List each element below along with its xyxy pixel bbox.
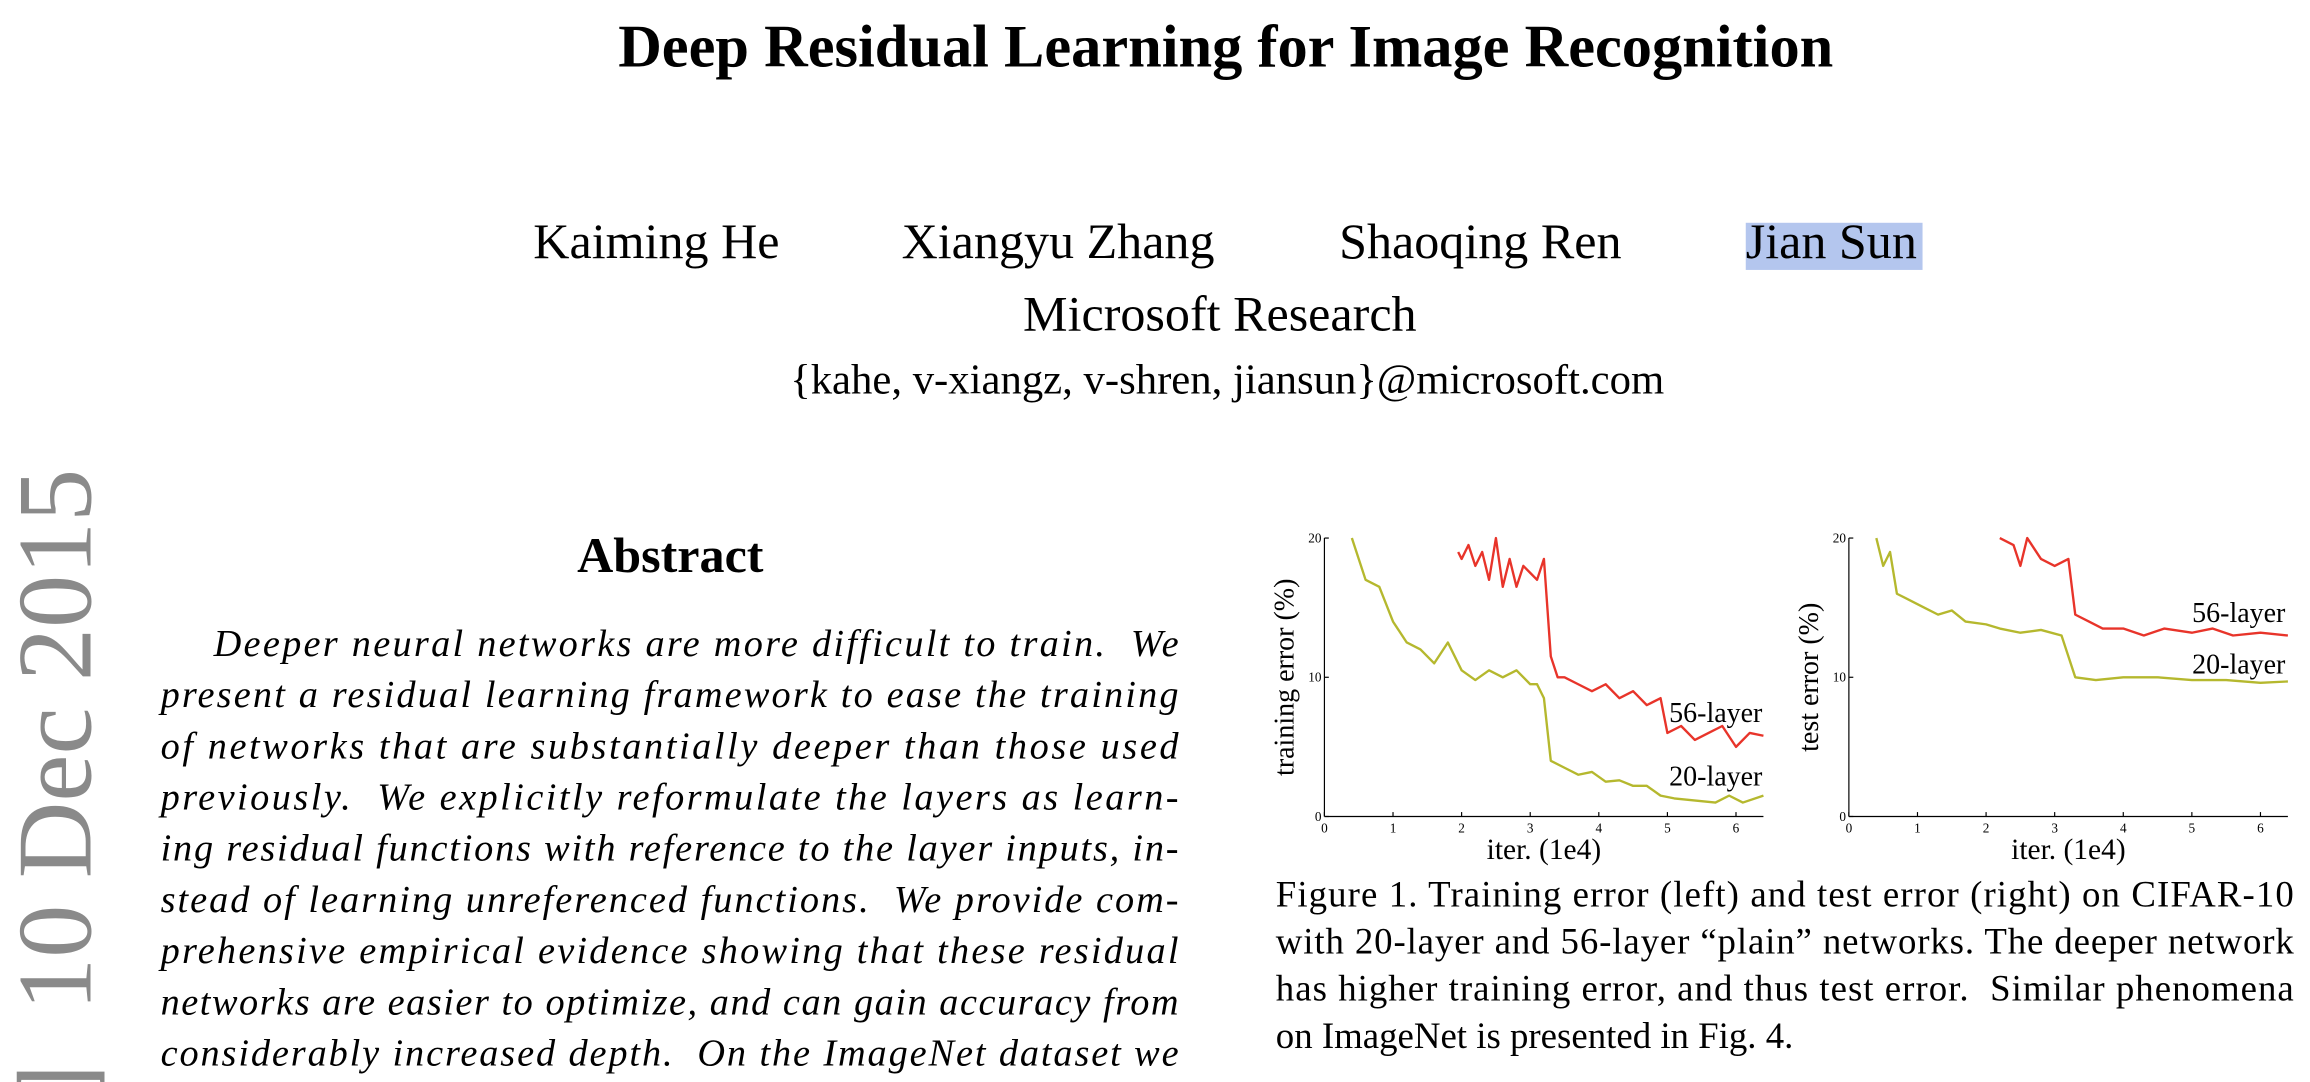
x-tick-label: 5: [2189, 821, 2196, 836]
email[interactable]: {kahe, v-xiangz, v-shren, jiansun}@micro…: [790, 357, 1664, 404]
y-axis-label: test error (%): [1794, 603, 1825, 752]
series-label: 20-layer: [2192, 650, 2286, 681]
abstract-line: present a residual learning framework to…: [158, 674, 1179, 716]
figure-caption: Figure 1. Training error (left) and test…: [1276, 873, 2295, 1055]
arxiv-stamp: [CV] 10 Dec 2015: [0, 469, 114, 1082]
x-tick-label: 0: [1321, 821, 1328, 836]
series-line: [1999, 536, 2289, 637]
abstract-line: ing residual functions with reference to…: [161, 828, 1179, 870]
y-tick-label: 0: [1315, 809, 1322, 824]
series-label: 56-layer: [1669, 698, 1763, 729]
series-line: [1350, 537, 1764, 804]
caption-line: with 20-layer and 56-layer “plain” netwo…: [1276, 920, 2295, 961]
affiliation: Microsoft Research: [1023, 285, 1417, 341]
caption-line: Figure 1. Training error (left) and test…: [1276, 873, 2294, 914]
x-tick-label: 0: [1846, 821, 1853, 836]
selection-highlight: [1745, 222, 1923, 270]
abstract-line: of networks that are substantially deepe…: [161, 725, 1180, 767]
abstract-line: networks are easier to optimize, and can…: [161, 981, 1179, 1023]
abstract-line: prehensive empirical evidence showing th…: [158, 930, 1179, 972]
y-tick-label: 20: [1833, 530, 1847, 545]
x-tick-label: 2: [1983, 821, 1990, 836]
series-label: 56-layer: [2192, 598, 2286, 629]
x-tick-label: 4: [2120, 821, 2127, 836]
y-tick-label: 10: [1308, 670, 1322, 685]
series-label: 20-layer: [1669, 762, 1763, 793]
x-tick-label: 4: [1595, 821, 1602, 836]
y-tick-label: 20: [1308, 530, 1322, 545]
x-tick-label: 3: [1527, 821, 1534, 836]
y-tick-label: 10: [1833, 670, 1847, 685]
y-axis-label: training error (%): [1269, 579, 1300, 776]
x-tick-label: 6: [1733, 821, 1740, 836]
x-tick-label: 5: [1664, 821, 1671, 836]
abstract-line: previously. We explicitly reformulate th…: [158, 776, 1179, 818]
x-tick-label: 6: [2257, 821, 2264, 836]
abstract-body: Deeper neural networks are more difficul…: [158, 623, 1180, 1075]
author[interactable]: Xiangyu Zhang: [902, 213, 1215, 269]
caption-line: has higher training error, and thus test…: [1276, 968, 2294, 1009]
abstract-line: stead of learning unreferenced functions…: [161, 879, 1179, 921]
x-tick-label: 2: [1458, 821, 1465, 836]
x-tick-label: 3: [2051, 821, 2058, 836]
series-line: [1875, 537, 2288, 685]
author[interactable]: Kaiming He: [533, 213, 779, 269]
x-tick-label: 1: [1914, 821, 1921, 836]
author[interactable]: Shaoqing Ren: [1339, 213, 1621, 269]
paper-title: Deep Residual Learning for Image Recogni…: [618, 14, 1833, 81]
caption-line: on ImageNet is presented in Fig. 4.: [1276, 1015, 1794, 1056]
x-tick-label: 1: [1390, 821, 1397, 836]
abstract-heading: Abstract: [577, 527, 764, 583]
abstract-line: Deeper neural networks are more difficul…: [213, 623, 1179, 665]
series-line: [1457, 536, 1764, 749]
y-tick-label: 0: [1839, 809, 1846, 824]
x-axis-label: iter. (1e4): [2011, 834, 2126, 866]
author[interactable]: Jian Sun: [1746, 213, 1917, 269]
abstract-line: considerably increased depth. On the Ima…: [161, 1032, 1179, 1074]
x-axis-label: iter. (1e4): [1487, 834, 1602, 866]
